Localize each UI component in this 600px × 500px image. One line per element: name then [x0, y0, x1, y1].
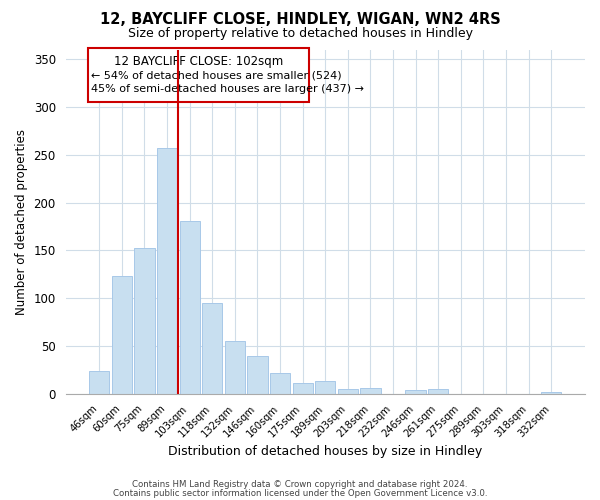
- Text: Size of property relative to detached houses in Hindley: Size of property relative to detached ho…: [128, 28, 473, 40]
- Text: 12 BAYCLIFF CLOSE: 102sqm: 12 BAYCLIFF CLOSE: 102sqm: [114, 56, 283, 68]
- Bar: [112, 276, 132, 394]
- X-axis label: Distribution of detached houses by size in Hindley: Distribution of detached houses by size …: [168, 444, 482, 458]
- Text: 45% of semi-detached houses are larger (437) →: 45% of semi-detached houses are larger (…: [91, 84, 364, 94]
- FancyBboxPatch shape: [88, 48, 310, 102]
- Bar: [202, 303, 223, 394]
- Bar: [89, 370, 109, 394]
- Bar: [293, 383, 313, 394]
- Text: 12, BAYCLIFF CLOSE, HINDLEY, WIGAN, WN2 4RS: 12, BAYCLIFF CLOSE, HINDLEY, WIGAN, WN2 …: [100, 12, 500, 28]
- Bar: [541, 392, 562, 394]
- Bar: [225, 341, 245, 394]
- Bar: [428, 389, 448, 394]
- Text: ← 54% of detached houses are smaller (524): ← 54% of detached houses are smaller (52…: [91, 70, 342, 81]
- Bar: [270, 372, 290, 394]
- Bar: [179, 220, 200, 394]
- Bar: [157, 148, 177, 394]
- Bar: [315, 381, 335, 394]
- Text: Contains public sector information licensed under the Open Government Licence v3: Contains public sector information licen…: [113, 488, 487, 498]
- Bar: [338, 389, 358, 394]
- Bar: [247, 356, 268, 394]
- Bar: [360, 388, 380, 394]
- Text: Contains HM Land Registry data © Crown copyright and database right 2024.: Contains HM Land Registry data © Crown c…: [132, 480, 468, 489]
- Bar: [134, 248, 155, 394]
- Y-axis label: Number of detached properties: Number of detached properties: [15, 128, 28, 314]
- Bar: [406, 390, 426, 394]
